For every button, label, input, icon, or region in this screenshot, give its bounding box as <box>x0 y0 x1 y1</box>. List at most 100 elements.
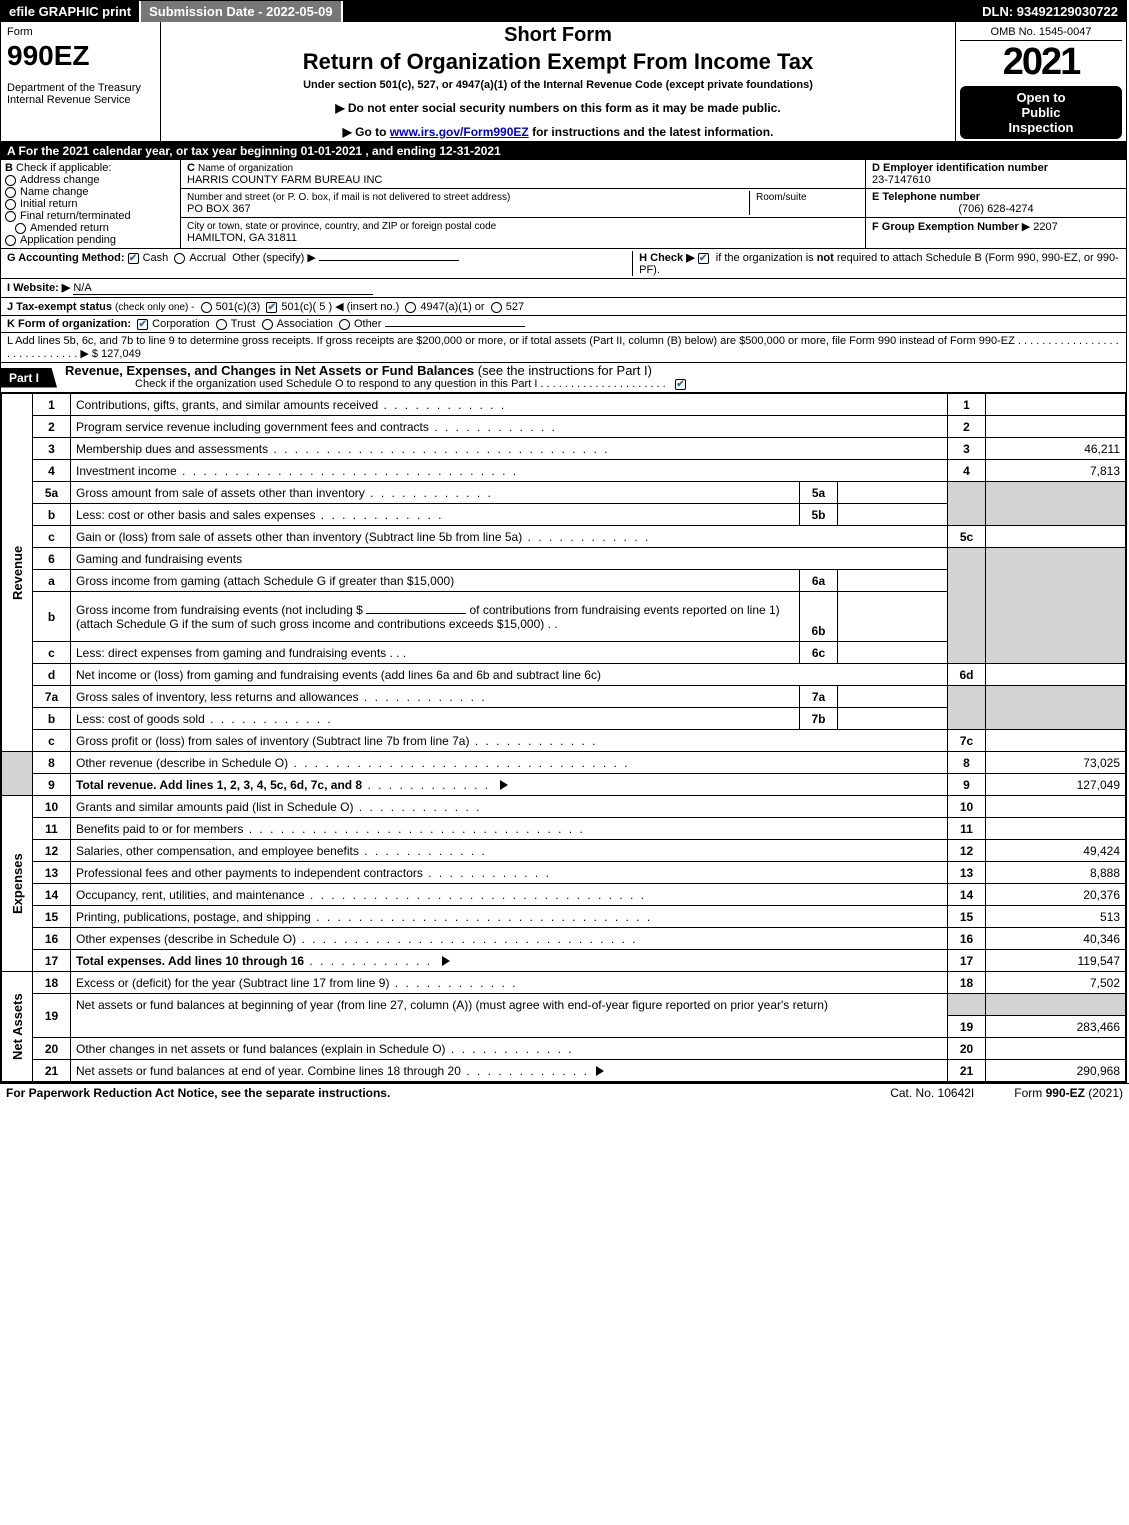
efile-print-label[interactable]: efile GRAPHIC print <box>1 1 141 22</box>
cb-cash[interactable] <box>128 253 139 264</box>
cb-other-org[interactable] <box>339 319 350 330</box>
l5c-desc: Gain or (loss) from sale of assets other… <box>76 530 522 544</box>
lbl-application-pending: Application pending <box>20 234 116 246</box>
irs-link[interactable]: www.irs.gov/Form990EZ <box>390 125 529 139</box>
l8-rl: 8 <box>948 752 986 774</box>
l21-desc: Net assets or fund balances at end of ye… <box>76 1064 461 1078</box>
cb-amended-return[interactable] <box>15 223 26 234</box>
l10-rl: 10 <box>948 796 986 818</box>
room-suite-label: Room/suite <box>756 192 807 203</box>
l4-desc: Investment income <box>76 464 177 478</box>
l18-rv: 7,502 <box>986 972 1126 994</box>
l11-rv <box>986 818 1126 840</box>
l17-num: 17 <box>33 950 71 972</box>
form-number: 990EZ <box>7 40 154 72</box>
l5a-shade2 <box>986 482 1126 504</box>
l7c-num: c <box>33 730 71 752</box>
l14-desc: Occupancy, rent, utilities, and maintena… <box>76 888 305 902</box>
cb-accrual[interactable] <box>174 253 185 264</box>
l5a-num: 5a <box>33 482 71 504</box>
cb-h-check[interactable] <box>698 253 709 264</box>
other-specify-input[interactable] <box>319 260 459 261</box>
l20-num: 20 <box>33 1038 71 1060</box>
l6b-desc1: Gross income from fundraising events (no… <box>76 603 363 617</box>
l6-shade <box>948 548 986 570</box>
l5b-desc: Less: cost or other basis and sales expe… <box>76 508 315 522</box>
l11-desc: Benefits paid to or for members <box>76 822 243 836</box>
cb-name-change[interactable] <box>5 187 16 198</box>
l6b-shade2 <box>986 592 1126 642</box>
cb-501c3[interactable] <box>201 302 212 313</box>
l5a-iv <box>838 482 948 504</box>
cb-501c[interactable] <box>266 302 277 313</box>
cb-address-change[interactable] <box>5 175 16 186</box>
l7c-desc: Gross profit or (loss) from sales of inv… <box>76 734 469 748</box>
l6c-iv <box>838 642 948 664</box>
open-line2: Public <box>964 105 1118 120</box>
dln-label: DLN: 93492129030722 <box>974 1 1126 22</box>
cb-final-return[interactable] <box>5 211 16 222</box>
row-i-website: I Website: ▶ N/A <box>1 279 1126 298</box>
row-g-h: G Accounting Method: Cash Accrual Other … <box>1 249 1126 279</box>
l15-desc: Printing, publications, postage, and shi… <box>76 910 311 924</box>
l6-num: 6 <box>33 548 71 570</box>
l5a-shade <box>948 482 986 504</box>
l5c-rv <box>986 526 1126 548</box>
form-word: Form <box>7 26 154 38</box>
part1-table: Revenue 1 Contributions, gifts, grants, … <box>1 393 1126 1082</box>
header-center: Short Form Return of Organization Exempt… <box>161 22 956 141</box>
l5c-rl: 5c <box>948 526 986 548</box>
page-footer: For Paperwork Reduction Act Notice, see … <box>0 1083 1129 1102</box>
h-text: if the organization is not required to a… <box>639 252 1119 276</box>
l6c-shade <box>948 642 986 664</box>
lbl-association: Association <box>277 318 333 330</box>
l9-num: 9 <box>33 774 71 796</box>
lbl-name-change: Name change <box>20 186 89 198</box>
dept-treasury: Department of the Treasury <box>7 82 154 94</box>
l8-rv: 73,025 <box>986 752 1126 774</box>
part1-title-text: Revenue, Expenses, and Changes in Net As… <box>65 363 474 378</box>
revenue-vlabel: Revenue <box>2 394 33 752</box>
l6b-amount-input[interactable] <box>366 613 466 614</box>
l1-rl: 1 <box>948 394 986 416</box>
l20-rl: 20 <box>948 1038 986 1060</box>
l14-num: 14 <box>33 884 71 906</box>
cb-application-pending[interactable] <box>5 235 16 246</box>
l2-desc: Program service revenue including govern… <box>76 420 429 434</box>
inst2-post: for instructions and the latest informat… <box>529 125 774 139</box>
cb-corporation[interactable] <box>137 319 148 330</box>
l10-num: 10 <box>33 796 71 818</box>
l7c-rv <box>986 730 1126 752</box>
lbl-other-org: Other <box>354 318 382 330</box>
l11-rl: 11 <box>948 818 986 840</box>
form-header: Form 990EZ Department of the Treasury In… <box>1 22 1126 142</box>
l15-num: 15 <box>33 906 71 928</box>
cb-association[interactable] <box>262 319 273 330</box>
l6-shade2 <box>986 548 1126 570</box>
l19-desc: Net assets or fund balances at beginning… <box>76 998 828 1012</box>
l6-desc: Gaming and fundraising events <box>76 552 242 566</box>
l4-num: 4 <box>33 460 71 482</box>
line-a-tax-year: A For the 2021 calendar year, or tax yea… <box>1 142 1126 160</box>
other-org-input[interactable] <box>385 326 525 327</box>
l16-num: 16 <box>33 928 71 950</box>
l6a-num: a <box>33 570 71 592</box>
cb-schedule-o-part1[interactable] <box>675 379 686 390</box>
cb-4947[interactable] <box>405 302 416 313</box>
l7b-iv <box>838 708 948 730</box>
cb-trust[interactable] <box>216 319 227 330</box>
cb-527[interactable] <box>491 302 502 313</box>
l7b-desc: Less: cost of goods sold <box>76 712 205 726</box>
l4-rv: 7,813 <box>986 460 1126 482</box>
top-bar: efile GRAPHIC print Submission Date - 20… <box>1 1 1126 22</box>
block-bcdef: B Check if applicable: Address change Na… <box>1 160 1126 249</box>
l6a-il: 6a <box>800 570 838 592</box>
lbl-final-return: Final return/terminated <box>20 210 131 222</box>
lbl-corporation: Corporation <box>152 318 209 330</box>
part1-title: Revenue, Expenses, and Changes in Net As… <box>57 363 1126 392</box>
cb-initial-return[interactable] <box>5 199 16 210</box>
footer-form-pre: Form <box>1014 1086 1045 1100</box>
ein-label: D Employer identification number <box>872 162 1048 174</box>
l19-num: 19 <box>33 994 71 1038</box>
l6d-rl: 6d <box>948 664 986 686</box>
